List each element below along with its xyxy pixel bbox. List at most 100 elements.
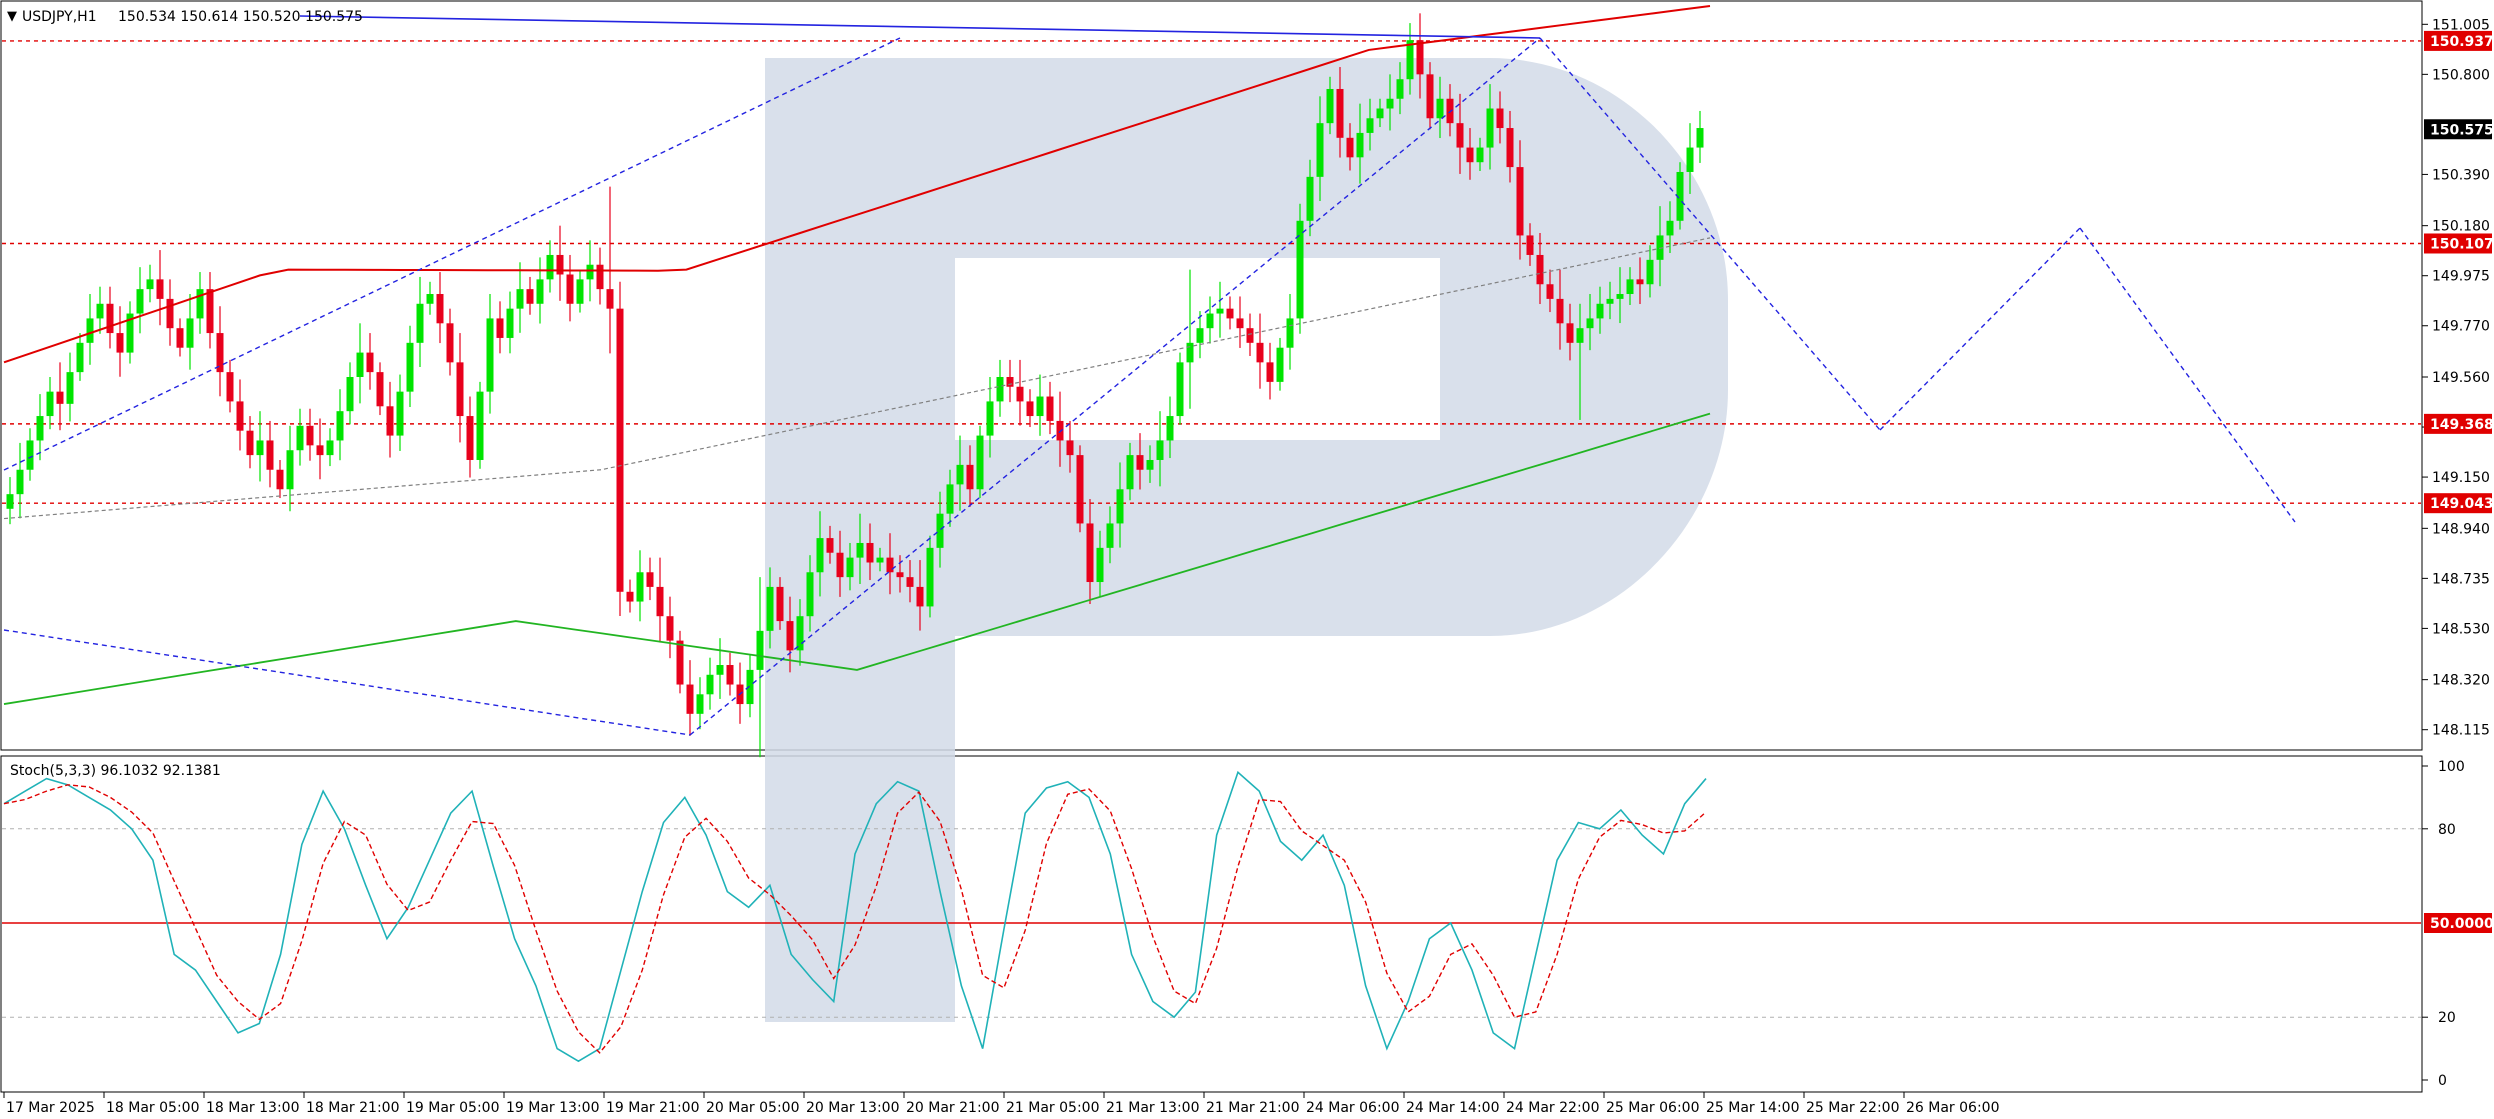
stoch-tick-label: 100: [2438, 759, 2465, 775]
candle-body: [496, 318, 504, 338]
candle-body: [586, 264, 594, 280]
candle-body: [1076, 455, 1084, 524]
candle-body: [1186, 342, 1194, 363]
candle-body: [1386, 98, 1394, 109]
candle-body: [1146, 459, 1154, 470]
stoch-tick-label: 20: [2438, 1010, 2456, 1026]
trend-line: [3, 37, 901, 471]
candle-body: [426, 294, 434, 304]
candle-body: [376, 372, 384, 407]
candle-body: [796, 616, 804, 651]
candle-body: [1516, 167, 1524, 236]
time-tick-label: 17 Mar 2025: [6, 1100, 95, 1116]
candle-body: [1556, 298, 1564, 324]
candle-body: [486, 318, 494, 392]
candle-body: [1296, 220, 1304, 319]
candle-body: [896, 572, 904, 578]
price-tick-label: 148.530: [2432, 621, 2490, 637]
time-tick-label: 18 Mar 21:00: [306, 1100, 399, 1116]
candle-body: [116, 333, 124, 353]
stoch-tick-label: 80: [2438, 822, 2456, 838]
candle-body: [1006, 377, 1014, 387]
candle-body: [506, 308, 514, 338]
candle-body: [346, 377, 354, 412]
candle-body: [676, 640, 684, 685]
price-tick-label: 149.560: [2432, 370, 2490, 386]
candle-body: [1206, 313, 1214, 329]
candle-body: [6, 494, 14, 509]
stoch-layer: [2, 770, 2421, 1063]
candle-body: [726, 665, 734, 685]
candle-body: [106, 303, 114, 334]
stoch-level-tag: [2424, 913, 2492, 933]
price-tick-label: 148.320: [2432, 673, 2490, 689]
candle-body: [1336, 88, 1344, 138]
candle-body: [1306, 176, 1314, 221]
candle-body: [306, 425, 314, 446]
candle-body: [766, 586, 774, 631]
candle-body: [596, 264, 604, 290]
price-tag-label: 149.368: [2430, 417, 2494, 433]
candle-body: [716, 665, 724, 675]
candle-body: [416, 303, 424, 343]
price-tag-label: 150.937: [2430, 34, 2494, 50]
candle-body: [236, 401, 244, 431]
time-tick-label: 19 Mar 05:00: [406, 1100, 499, 1116]
candle-body: [366, 352, 374, 373]
candle-body: [36, 416, 44, 441]
candle-body: [1566, 323, 1574, 343]
candle-body: [166, 298, 174, 329]
candle-body: [806, 572, 814, 617]
candle-body: [576, 279, 584, 304]
time-tick-label: 20 Mar 21:00: [906, 1100, 999, 1116]
candle-body: [196, 289, 204, 319]
time-tick-label: 18 Mar 05:00: [106, 1100, 199, 1116]
candle-body: [206, 289, 214, 334]
candle-body: [1176, 362, 1184, 417]
candle-body: [16, 469, 24, 495]
candle-body: [1526, 235, 1534, 255]
candle-body: [1126, 455, 1134, 490]
candle-body: [1696, 128, 1704, 148]
candle-body: [826, 538, 834, 553]
time-tick-label: 20 Mar 13:00: [806, 1100, 899, 1116]
candle-body: [76, 342, 84, 373]
candle-body: [556, 254, 564, 275]
candle-body: [96, 303, 104, 319]
candle-body: [446, 323, 454, 363]
candle-body: [906, 577, 914, 587]
candle-body: [336, 411, 344, 441]
candle-body: [1466, 147, 1474, 163]
candle-body: [1616, 294, 1624, 299]
candle-body: [776, 586, 784, 622]
candle-body: [956, 464, 964, 485]
price-tag-label: 150.107: [2430, 236, 2494, 252]
candle-body: [1066, 440, 1074, 456]
candle-body: [866, 542, 874, 563]
candle-body: [986, 401, 994, 436]
candle-body: [176, 328, 184, 348]
candle-body: [856, 542, 864, 558]
price-tag-box: [2424, 119, 2492, 140]
candle-body: [1536, 254, 1544, 285]
candle-body: [816, 538, 824, 573]
candle-body: [1486, 108, 1494, 148]
candle-body: [1476, 147, 1484, 163]
candle-body: [476, 391, 484, 460]
candle-body: [156, 279, 164, 299]
candle-body: [1576, 328, 1584, 343]
candle-body: [1436, 98, 1444, 119]
candle-body: [1156, 440, 1164, 460]
candle-body: [1216, 308, 1224, 314]
candle-body: [936, 513, 944, 548]
time-tick-label: 24 Mar 06:00: [1306, 1100, 1399, 1116]
candle-body: [846, 557, 854, 578]
collapse-icon[interactable]: ▼: [7, 9, 17, 24]
candle-body: [626, 591, 634, 602]
candle-body: [1256, 342, 1264, 363]
trend-line: [1879, 227, 2081, 431]
candle-body: [1416, 40, 1424, 75]
candle-body: [1096, 547, 1104, 583]
candle-body: [1116, 489, 1124, 524]
candle-body: [1086, 523, 1094, 583]
